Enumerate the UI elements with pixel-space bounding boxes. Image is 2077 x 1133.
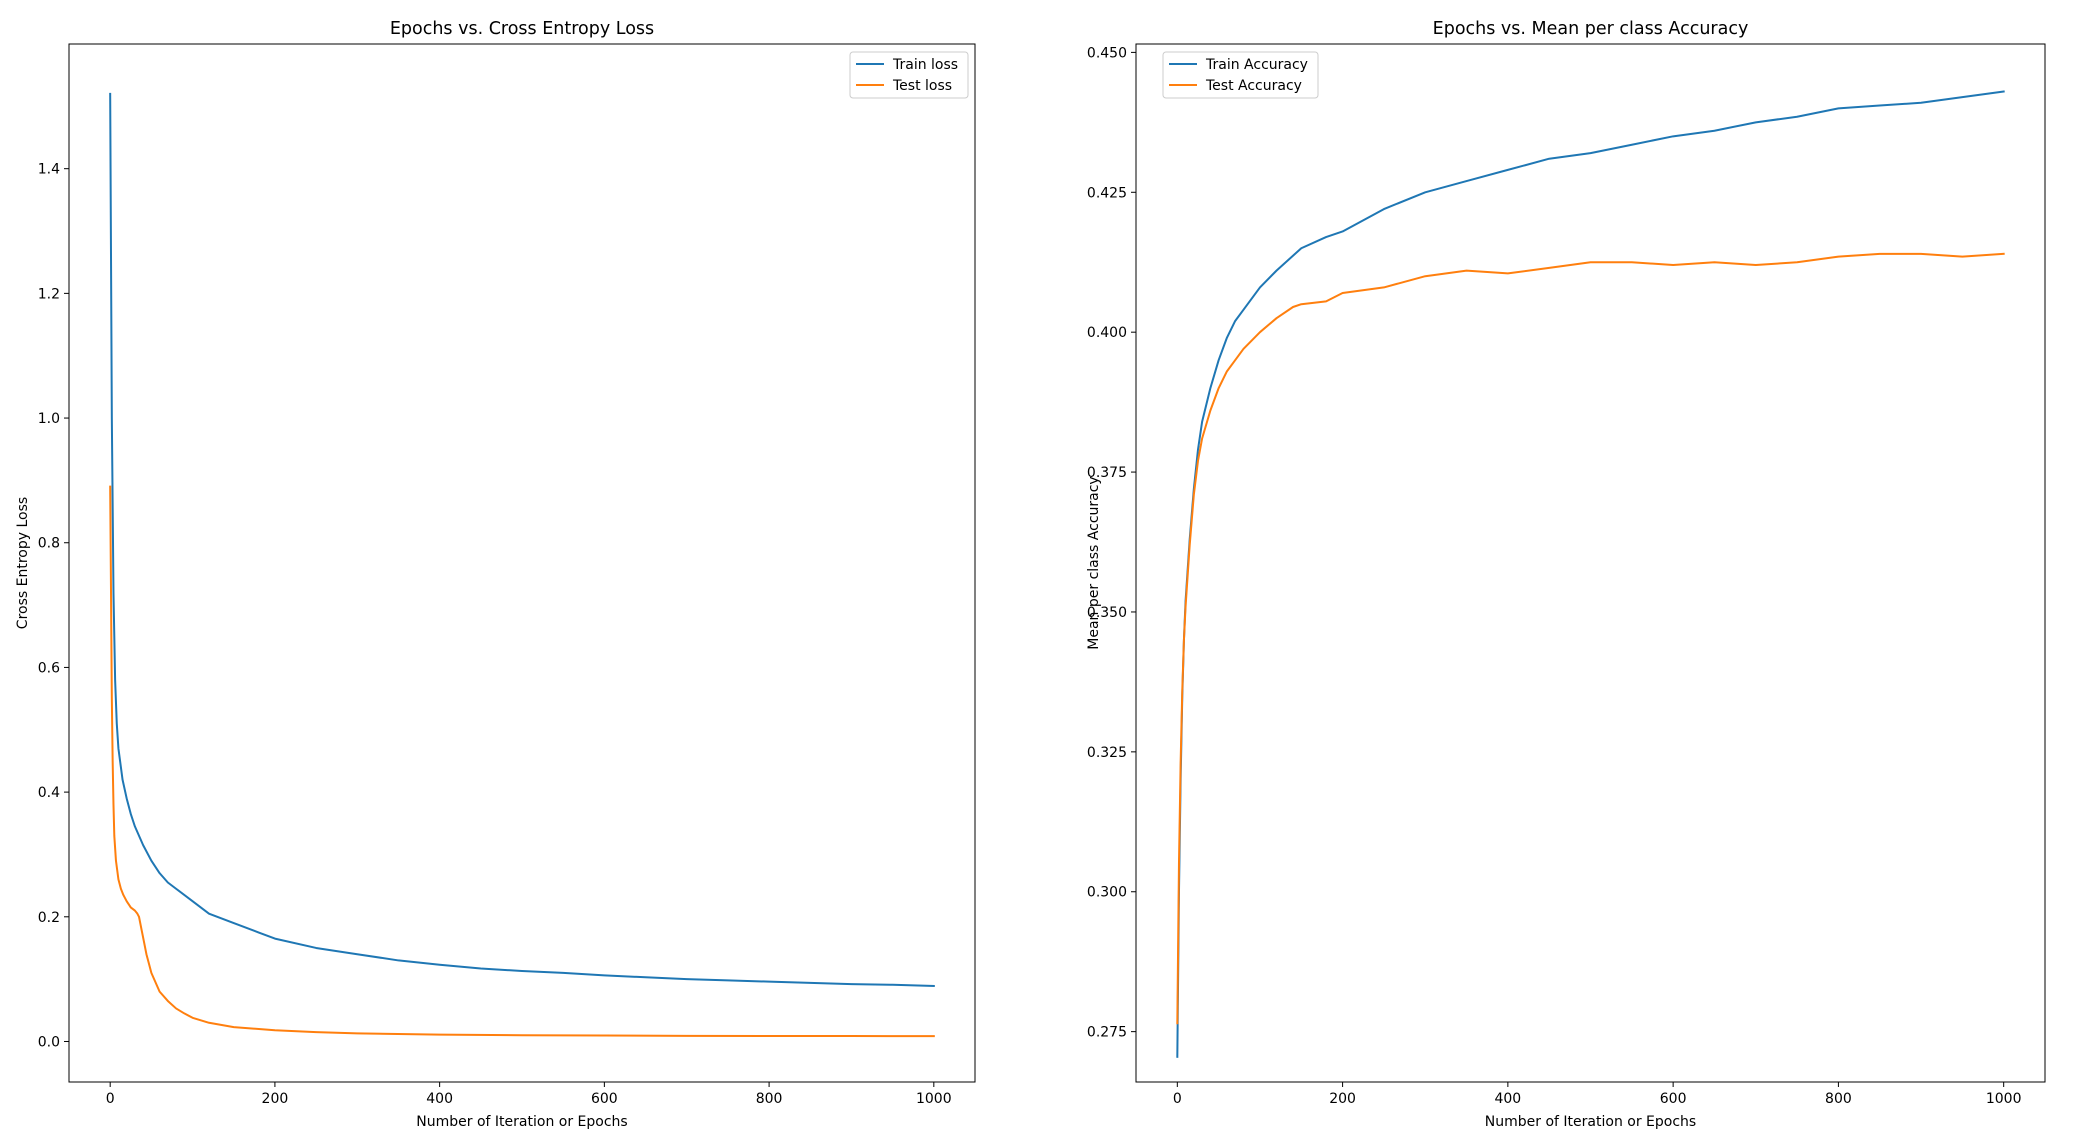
series-line-test-accuracy xyxy=(1176,252,2005,1025)
y-tick-label: 0.2 xyxy=(38,910,60,926)
legend: Train loss Test loss xyxy=(849,51,969,99)
x-tick-label: 0 xyxy=(106,1091,115,1107)
y-tick-label: 0.0 xyxy=(38,1034,60,1050)
y-tick-label: 0.325 xyxy=(1087,745,1127,761)
chart-title: Epochs vs. Mean per class Accuracy xyxy=(1433,19,1749,39)
axes-frame xyxy=(68,43,976,1083)
legend-entry: Test loss xyxy=(892,78,952,94)
accuracy-chart: 0 200 400 600 800 1000 0.275 0.300 0.325 0.350 0.3… xyxy=(1086,19,2046,1130)
x-tick-label: 400 xyxy=(426,1091,453,1107)
axes-frame xyxy=(1135,43,2046,1083)
x-axis-label: Number of Iteration or Epochs xyxy=(416,1114,627,1130)
y-tick-label: 0.6 xyxy=(38,660,60,676)
y-tick-label: 0.300 xyxy=(1087,885,1127,901)
legend: Train Accuracy Test Accuracy xyxy=(1162,51,1319,99)
x-tick-label: 200 xyxy=(262,1091,289,1107)
y-tick-label: 0.400 xyxy=(1087,325,1127,341)
series-line-train-loss xyxy=(109,92,935,988)
y-tick-label: 1.2 xyxy=(38,286,60,302)
y-tick-label: 0.275 xyxy=(1087,1025,1127,1041)
chart-title: Epochs vs. Cross Entropy Loss xyxy=(390,19,654,39)
legend-box xyxy=(1162,51,1319,99)
y-tick-label: 0.375 xyxy=(1087,465,1127,481)
x-tick-label: 600 xyxy=(1660,1091,1687,1107)
legend-entry: Train Accuracy xyxy=(1205,57,1308,73)
x-tick-label: 600 xyxy=(591,1091,618,1107)
x-axis-label: Number of Iteration or Epochs xyxy=(1485,1114,1696,1130)
legend-entry: Train loss xyxy=(892,57,958,73)
y-tick-label: 0.4 xyxy=(38,785,60,801)
x-tick-label: 1000 xyxy=(916,1091,952,1107)
legend-entry: Test Accuracy xyxy=(1205,78,1302,94)
loss-chart: 0 200 400 600 800 1000 0.0 0.2 0.4 0.6 0.8 1.0 1.2 1.… xyxy=(15,19,976,1130)
y-tick-label: 1.4 xyxy=(38,162,60,178)
x-tick-label: 200 xyxy=(1329,1091,1356,1107)
y-tick-label: 0.450 xyxy=(1087,45,1127,61)
y-tick-label: 0.8 xyxy=(38,536,60,552)
x-tick-label: 800 xyxy=(1825,1091,1852,1107)
y-axis-label: Mean per class Accuracy xyxy=(1086,476,1102,649)
y-tick-label: 0.425 xyxy=(1087,185,1127,201)
series-line-train-accuracy xyxy=(1176,90,2005,1058)
x-tick-label: 1000 xyxy=(1986,1091,2022,1107)
y-tick-label: 0.350 xyxy=(1087,605,1127,621)
x-tick-label: 400 xyxy=(1494,1091,1521,1107)
series-line-test-loss xyxy=(109,485,935,1038)
x-tick-label: 0 xyxy=(1173,1091,1182,1107)
x-tick-label: 800 xyxy=(756,1091,783,1107)
y-tick-label: 1.0 xyxy=(38,411,60,427)
y-axis-label: Cross Entropy Loss xyxy=(15,497,31,629)
